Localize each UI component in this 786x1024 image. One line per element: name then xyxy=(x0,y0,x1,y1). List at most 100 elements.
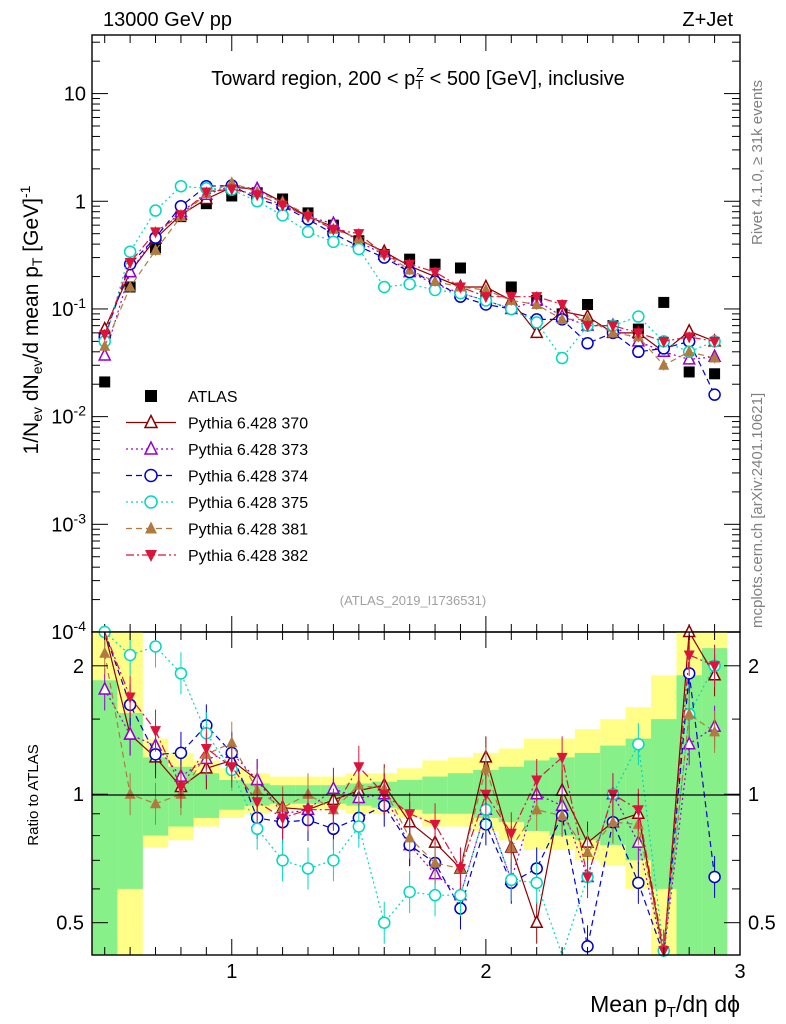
ratio-point xyxy=(124,692,136,704)
data-point xyxy=(150,227,162,239)
ratio-point xyxy=(683,707,695,719)
data-point xyxy=(327,224,339,236)
ratio-point xyxy=(480,761,492,773)
data-point xyxy=(531,297,543,309)
legend-entry: Pythia 6.428 375 xyxy=(126,495,308,512)
data-point xyxy=(683,345,695,357)
data-point xyxy=(353,229,365,241)
data-point xyxy=(174,179,188,193)
series-5 xyxy=(99,176,721,371)
band-green xyxy=(447,773,474,814)
data-point xyxy=(709,351,721,363)
series-6 xyxy=(99,183,721,348)
legend-entry: Pythia 6.428 381 xyxy=(126,521,308,539)
ratio-point xyxy=(632,737,645,751)
data-point xyxy=(175,210,187,222)
data-point xyxy=(377,280,391,294)
data-point xyxy=(352,242,366,256)
data-point xyxy=(454,282,466,294)
ratio-point xyxy=(200,743,212,755)
legend-entry: Pythia 6.428 370 xyxy=(126,413,308,433)
ratio-point xyxy=(251,797,263,809)
analysis-id: (ATLAS_2019_I1736531) xyxy=(340,593,486,608)
legend-label: Pythia 6.428 370 xyxy=(188,416,308,433)
data-point xyxy=(123,245,137,258)
data-point xyxy=(658,296,670,308)
main-y-tick-label: 10-4 xyxy=(51,618,86,644)
legend-marker xyxy=(145,390,157,402)
legend-entry: Pythia 6.428 382 xyxy=(126,548,308,565)
data-point xyxy=(658,358,670,370)
ratio-point xyxy=(250,822,264,836)
data-point xyxy=(582,321,594,333)
main-y-tick-label: 10 xyxy=(64,84,86,106)
ratio-panel: 0.5 0.5 1 1 2 2 1 2 3 Ratio to ATLAS Mean pT/dη … xyxy=(25,623,776,1021)
header-right: Z+Jet xyxy=(682,9,733,31)
ratio-point xyxy=(150,726,162,738)
ratio-point xyxy=(175,782,187,794)
ratio-point xyxy=(150,797,162,809)
ratio-point xyxy=(226,736,238,748)
data-point xyxy=(97,347,112,361)
ratio-point xyxy=(530,876,543,890)
data-point xyxy=(709,336,721,348)
data-point xyxy=(683,366,695,378)
ratio-point xyxy=(226,762,238,774)
legend-entry: Pythia 6.428 373 xyxy=(126,440,308,459)
x-tick-label: 3 xyxy=(734,961,745,983)
data-point xyxy=(149,204,162,217)
data-point xyxy=(709,368,721,380)
data-point xyxy=(632,310,645,323)
mcplots-info: mcplots.cern.ch [arXiv:2401.10621] xyxy=(749,393,766,628)
ratio-y-tick-label: 1 xyxy=(73,784,84,806)
data-point xyxy=(556,299,568,311)
legend-marker xyxy=(144,468,158,483)
data-point xyxy=(682,351,696,365)
data-point xyxy=(302,212,314,224)
main-series xyxy=(97,176,722,401)
ratio-point xyxy=(632,805,644,817)
ratio-point xyxy=(683,650,695,662)
ratio-point xyxy=(429,819,441,831)
data-point xyxy=(200,187,212,199)
ratio-point xyxy=(708,870,721,884)
ratio-point xyxy=(429,856,441,868)
legend-marker xyxy=(145,521,157,534)
ratio-point xyxy=(531,803,543,815)
ratio-point xyxy=(556,752,568,764)
ratio-point xyxy=(277,813,289,825)
legend-entry: Pythia 6.428 374 xyxy=(126,469,308,486)
data-point xyxy=(529,324,544,339)
ratio-point xyxy=(174,667,188,680)
band-green xyxy=(92,680,118,955)
ratio-point xyxy=(454,888,467,902)
legend-label: Pythia 6.428 373 xyxy=(188,442,308,459)
legend-entry: ATLAS xyxy=(145,389,238,406)
ratio-point xyxy=(352,820,366,833)
band-green xyxy=(651,719,677,889)
main-y-tick-label: 10-3 xyxy=(51,510,86,536)
ratio-y-tick-label-right: 2 xyxy=(748,656,759,678)
ratio-point xyxy=(556,809,568,821)
ratio-point xyxy=(99,646,111,658)
main-panel: 10-4 10-3 10-2 10-1 1 10 Toward region, 200 <… xyxy=(17,34,741,644)
ratio-point xyxy=(327,854,340,867)
data-point xyxy=(429,267,441,279)
legend-label: ATLAS xyxy=(188,389,238,406)
ratio-bands xyxy=(92,632,728,955)
legend-marker xyxy=(145,550,157,562)
ratio-point xyxy=(607,815,619,827)
ratio-point xyxy=(709,725,721,737)
ratio-point xyxy=(404,831,416,843)
data-point xyxy=(708,388,721,401)
legend-marker xyxy=(144,495,158,509)
x-tick-label: 2 xyxy=(480,961,491,983)
ratio-y-tick-label: 2 xyxy=(73,656,84,678)
ratio-point xyxy=(404,809,416,821)
ratio-point xyxy=(529,914,544,928)
data-point xyxy=(607,321,619,333)
legend-marker xyxy=(143,440,159,455)
ratio-y-tick-label: 0.5 xyxy=(56,913,84,935)
ratio-y-tick-label-right: 1 xyxy=(748,784,759,806)
